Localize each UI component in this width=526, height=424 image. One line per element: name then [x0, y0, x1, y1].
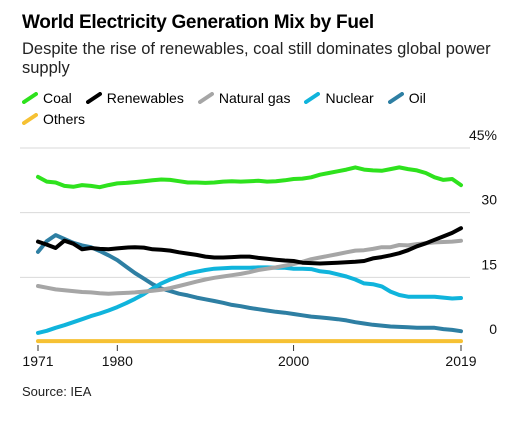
legend-item-renewables: Renewables — [85, 88, 184, 108]
legend-swatch — [387, 92, 404, 104]
legend-label: Others — [43, 111, 86, 127]
legend-swatch — [85, 92, 102, 104]
legend-swatch — [197, 92, 214, 104]
legend-item-oil: Oil — [387, 88, 426, 108]
y-tick-label: 0 — [489, 321, 497, 337]
legend-label: Oil — [408, 90, 426, 106]
legend-label: Natural gas — [218, 90, 291, 106]
series-line-coal — [36, 165, 463, 190]
y-tick-label: 45% — [469, 127, 497, 143]
series-line-natural-gas — [36, 238, 463, 296]
x-tick-label: 2000 — [278, 353, 309, 369]
legend-item-nuclear: Nuclear — [304, 88, 374, 108]
legend-item-coal: Coal — [22, 88, 72, 108]
x-tick-label: 1980 — [102, 353, 133, 369]
y-tick-label: 15 — [481, 256, 497, 272]
legend-item-natural-gas: Natural gas — [197, 88, 291, 108]
x-tick-label: 1971 — [22, 353, 53, 369]
legend-label: Coal — [43, 90, 72, 106]
series-line-renewables — [36, 226, 463, 266]
legend-swatch — [22, 113, 38, 125]
chart-title: World Electricity Generation Mix by Fuel — [22, 12, 374, 33]
legend-swatch — [22, 92, 38, 104]
chart-source: Source: IEA — [22, 384, 92, 399]
legend-swatch — [304, 92, 321, 104]
chart-subtitle: Despite the rise of renewables, coal sti… — [22, 40, 491, 77]
legend-label: Nuclear — [325, 90, 374, 106]
series-line-oil — [36, 233, 463, 334]
x-tick-label: 2019 — [445, 353, 476, 369]
series-line-nuclear — [36, 265, 463, 335]
chart-legend: Coal Renewables Natural gas Nuclear Oil Other… — [22, 88, 512, 130]
legend-item-others: Others — [22, 109, 85, 129]
legend-label: Renewables — [106, 90, 184, 106]
y-tick-label: 30 — [481, 192, 497, 208]
